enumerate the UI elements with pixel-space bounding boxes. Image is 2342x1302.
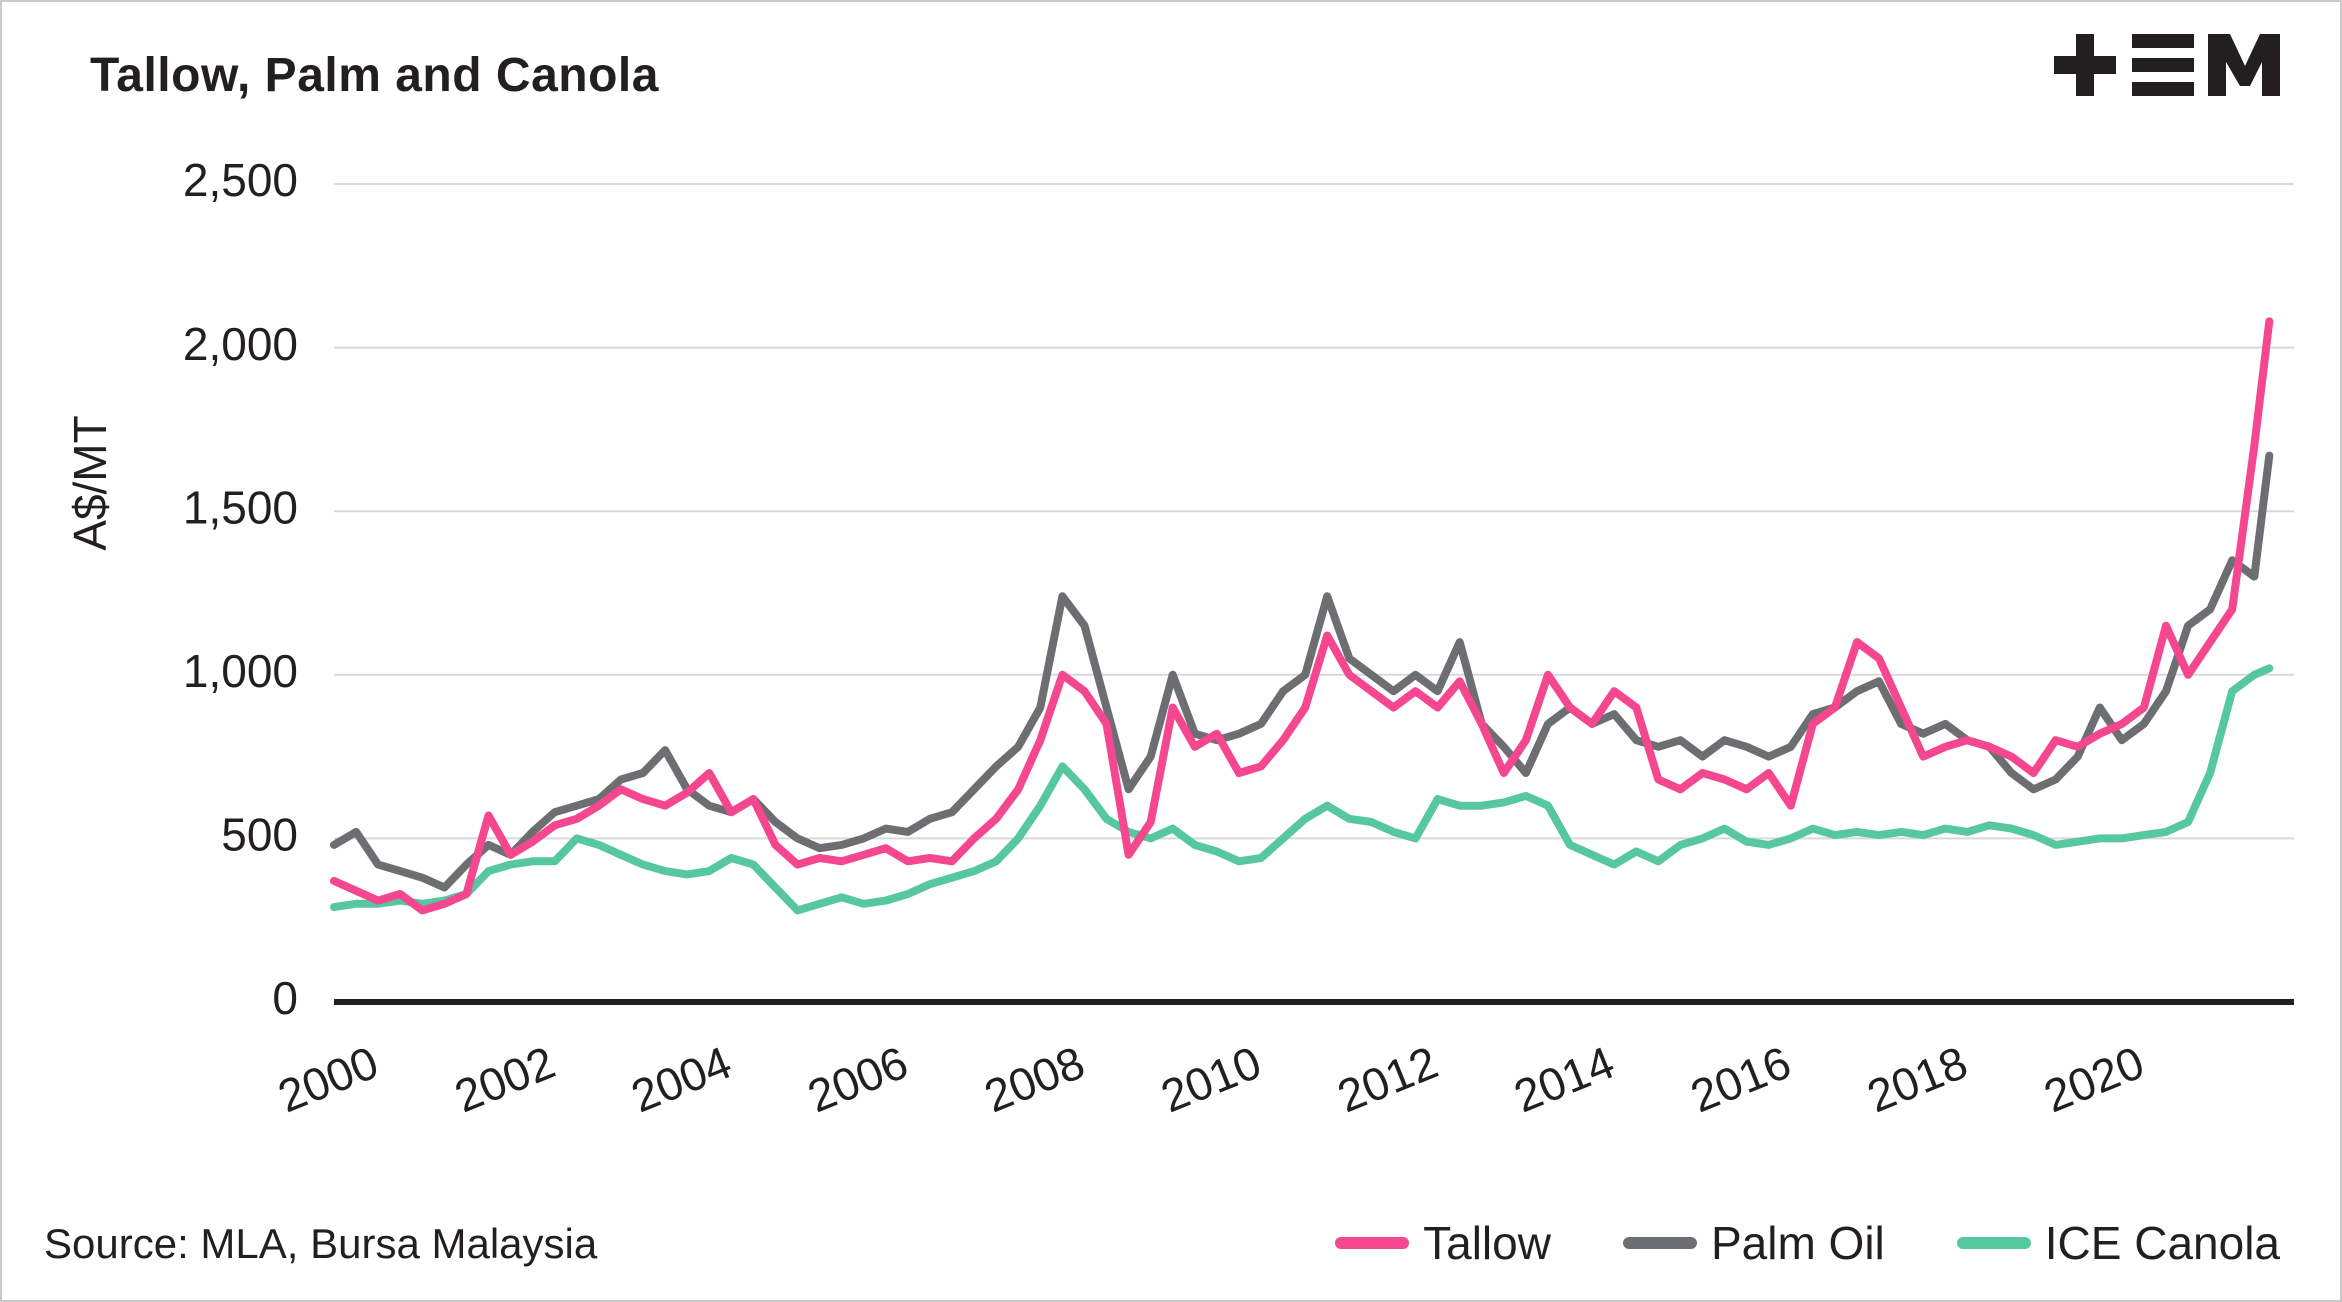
logo-plus-horizontal [2054,56,2116,74]
y-axis-label: A$/MT [64,415,116,550]
logo-bar-bottom [2132,82,2194,96]
series-line-ice-canola [330,664,2274,915]
logo-bar-middle [2132,58,2194,72]
ice-canola-line-swatch [1956,1237,2031,1249]
x-tick-label: 2020 [2037,1036,2151,1123]
y-tick-label: 500 [221,809,298,861]
x-tick-label: 2002 [447,1036,561,1123]
series-line-tallow [330,317,2274,915]
x-tick-label: 2016 [1683,1036,1797,1123]
x-tick-label: 2004 [624,1036,738,1123]
logo-bar-top [2132,34,2194,48]
legend-label-tallow: Tallow [1423,1217,1551,1269]
y-tick-label: 0 [272,972,298,1024]
legend-item-tallow: Tallow [1335,1216,1551,1270]
y-tick-label: 2,000 [183,318,298,370]
x-tick-label: 2010 [1154,1036,1268,1123]
tallow-line-swatch [1335,1237,1410,1249]
legend-label-ice-canola: ICE Canola [2044,1217,2280,1269]
x-tick-label: 2014 [1507,1036,1621,1123]
x-tick-label: 2008 [977,1036,1091,1123]
palm-oil-line-swatch [1622,1237,1697,1249]
x-tick-label: 2006 [801,1036,915,1123]
x-tick-label: 2012 [1330,1036,1444,1123]
y-tick-label: 1,500 [183,481,298,533]
mla-logo [2054,34,2280,96]
chart-title: Tallow, Palm and Canola [90,49,659,102]
source-note: Source: MLA, Bursa Malaysia [44,1220,598,1267]
legend-label-palm-oil: Palm Oil [1710,1217,1885,1269]
chart-legend: Tallow Palm Oil ICE Canola [1335,1216,2280,1270]
legend-item-ice-canola: ICE Canola [1956,1216,2280,1270]
logo-m [2208,34,2280,96]
x-tick-label: 2000 [271,1036,385,1123]
series-line-palm-oil [330,451,2274,892]
x-tick-label: 2018 [1860,1036,1974,1123]
legend-item-palm-oil: Palm Oil [1622,1216,1885,1270]
y-tick-label: 2,500 [183,154,298,206]
y-tick-label: 1,000 [183,645,298,697]
